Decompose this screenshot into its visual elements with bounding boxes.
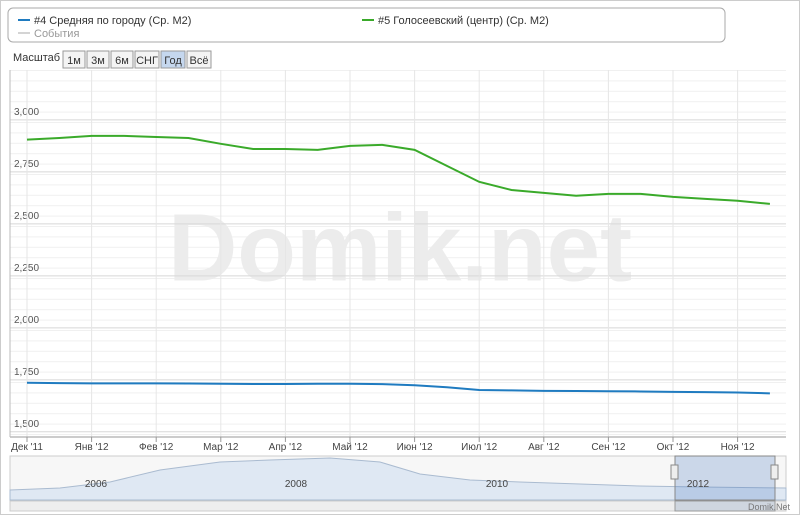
credit: Domik.Net [748,502,791,512]
range-button[interactable] [134,50,160,69]
legend-label[interactable]: #4 Средняя по городу (Ср. М2) [34,15,191,27]
range-button-label[interactable]: СНГ [136,55,158,67]
range-button[interactable] [86,50,110,69]
range-button[interactable] [62,50,86,69]
navigator-label: 2012 [687,479,710,490]
x-tick-label: Авг '12 [528,442,560,453]
scrollbar-thumb[interactable] [674,500,776,512]
navigator-area [9,457,787,501]
range-button-label[interactable]: 3м [91,55,105,67]
navigator-selection[interactable] [674,455,776,501]
watermark: Domik.net [168,194,632,301]
x-tick-label: Дек '11 [11,442,43,453]
navigator-handle[interactable] [670,464,679,480]
legend-label[interactable]: События [34,28,79,40]
navigator-label: 2010 [486,479,509,490]
x-tick-label: Янв '12 [75,442,109,453]
scrollbar[interactable] [9,500,787,512]
plot-background [10,70,786,437]
x-tick-label: Мар '12 [203,442,239,453]
x-tick-label: Июн '12 [397,442,433,453]
range-button-label[interactable]: 6м [115,55,129,67]
legend-box [7,7,726,43]
x-tick-label: Май '12 [332,442,368,453]
x-tick-label: Фев '12 [139,442,174,453]
x-tick-label: Апр '12 [269,442,303,453]
range-button-label[interactable]: 1м [67,55,81,67]
series-line [26,381,770,395]
range-button-label[interactable]: Всё [190,55,209,67]
range-button[interactable] [160,50,186,69]
legend-label[interactable]: #5 Голосеевский (центр) (Ср. М2) [378,15,549,27]
x-tick-label: Июл '12 [461,442,498,453]
range-button[interactable] [110,50,134,69]
x-tick-label: Сен '12 [591,442,626,453]
range-button-label[interactable]: Год [164,55,182,67]
x-tick-label: Окт '12 [657,442,690,453]
range-label: Масштаб [13,52,60,64]
navigator-label: 2008 [285,479,308,490]
navigator-label: 2006 [85,479,108,490]
x-tick-label: Ноя '12 [721,442,755,453]
series-line [26,134,770,205]
navigator-handle[interactable] [770,464,779,480]
range-button[interactable] [186,50,212,69]
